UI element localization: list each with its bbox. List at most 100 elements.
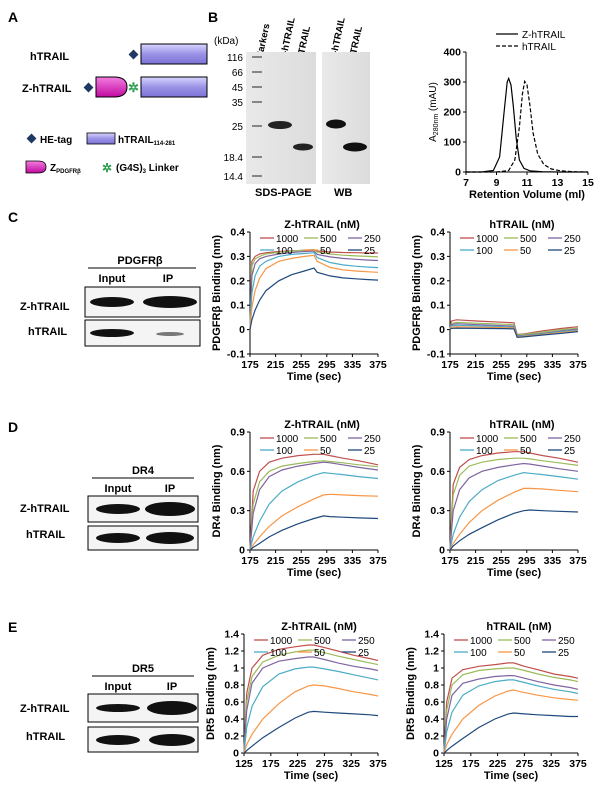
chart-d1: 0 0.3 0.6 0.9 175 215 255 295 335 375 Time (sec) DR… — [211, 419, 387, 579]
panel-letter-d: D — [8, 419, 18, 435]
blot-row1-label: Z-hTRAIL — [20, 503, 70, 515]
wb-band-htrail — [343, 142, 367, 152]
y-tick-label: 0.1 — [230, 300, 245, 312]
y-tick-label: 0.1 — [430, 300, 445, 312]
gel-marker-25: 25 — [232, 122, 244, 133]
legend-linker-icon: ✲ — [102, 161, 112, 175]
legend-label: 250 — [564, 434, 581, 445]
x-tick-label: 175 — [262, 758, 280, 770]
legend-label: 100 — [470, 648, 487, 659]
x-tick-label: 175 — [441, 555, 459, 567]
legend-label: 25 — [564, 446, 576, 457]
series-line-250 — [243, 656, 379, 754]
blot-band-ip — [143, 296, 197, 308]
legend-label: 100 — [270, 648, 287, 659]
y-tick-label: 0 — [433, 748, 439, 760]
x-tick-label: 295 — [318, 359, 336, 371]
y-tick-label: 0 — [439, 545, 445, 557]
series-line-25 — [249, 267, 379, 330]
x-tick-label: 375 — [369, 555, 387, 567]
x-tick-label: 175 — [241, 359, 259, 371]
series-line-1000 — [249, 453, 379, 551]
gel-marker-45: 45 — [232, 83, 244, 94]
blot-band-input — [96, 704, 140, 712]
x-tick-label: 15 — [582, 177, 594, 189]
x-tick-label: 215 — [467, 555, 485, 567]
x-axis-label: Retention Volume (ml) — [469, 189, 585, 201]
legend-z-icon — [25, 160, 47, 174]
sds-page-label: SDS-PAGE — [255, 187, 312, 199]
y-tick-label: 0.3 — [230, 251, 245, 263]
legend-label: 25 — [364, 446, 376, 457]
series-line-500 — [249, 248, 379, 330]
y-tick-label: 0.2 — [430, 275, 445, 287]
legend-label: 25 — [358, 648, 370, 659]
x-tick-label: 7 — [463, 177, 469, 189]
legend-label: 500 — [314, 636, 331, 647]
legend-he-tag-label: HE-tag — [40, 135, 72, 146]
y-tick-label: 0.6 — [224, 697, 239, 709]
series-line-250 — [249, 250, 379, 330]
schematic-htrail-label: hTRAIL — [30, 51, 69, 63]
series-line-50 — [243, 684, 379, 754]
blot-ip-label: IP — [163, 273, 173, 285]
blot-row2-label: hTRAIL — [26, 731, 65, 743]
gel-panel: (kDa) 116 66 45 35 25 18.4 14.4 Markers … — [214, 16, 370, 199]
blot-band-input — [96, 735, 140, 745]
legend-label: 1000 — [270, 636, 293, 647]
chart-c2: -0.1 0 0.1 0.2 0.3 0.4 175 215 255 295 335 375 Time … — [411, 219, 587, 383]
y-tick-label: -0.1 — [427, 349, 445, 361]
legend-label: 50 — [314, 648, 326, 659]
x-tick-label: 255 — [492, 555, 510, 567]
legend-label: 50 — [520, 246, 532, 257]
series-line-100 — [249, 252, 379, 330]
series-line-25 — [449, 509, 579, 551]
x-tick-label: 215 — [267, 359, 285, 371]
marker-ladder — [252, 56, 262, 177]
y-axis-label: PDGFRβ Binding (nm) — [411, 235, 423, 351]
series-line-100 — [443, 679, 579, 754]
y-tick-label: 0.4 — [424, 714, 439, 726]
x-tick-label: 225 — [489, 758, 507, 770]
htrail-domain-box — [140, 43, 208, 65]
x-tick-label: 375 — [569, 359, 587, 371]
blot-receptor-label: DR5 — [132, 663, 154, 675]
schematic-z-htrail-label: Z-hTRAIL — [22, 83, 72, 95]
sds-page-gel — [246, 52, 316, 184]
y-axis-label: DR4 Binding (nm) — [211, 444, 223, 537]
blot-input-label: Input — [105, 681, 132, 693]
legend-label: 25 — [558, 648, 570, 659]
legend-htrail-label: hTRAIL114-281 — [118, 135, 176, 147]
chart-c1: -0.1 0 0.1 0.2 0.3 0.4 175 215 255 295 335 375 Time … — [211, 219, 387, 383]
y-tick-label: 0.9 — [430, 427, 445, 439]
linker-glyph: ✲ — [128, 80, 139, 95]
y-tick-label: 0.3 — [430, 251, 445, 263]
legend-htrail-icon — [86, 132, 116, 145]
x-tick-label: 175 — [462, 758, 480, 770]
y-axis-label-unit: (mAU) — [428, 82, 439, 114]
gel-marker-14-4: 14.4 — [224, 172, 244, 183]
blot-receptor-label: DR4 — [132, 465, 155, 477]
series-line-500 — [249, 460, 379, 551]
y-tick-label: 0.4 — [430, 227, 445, 239]
panel-letter-a: A — [8, 9, 18, 25]
wb-band-z-htrail — [326, 119, 346, 129]
series-line-z-htrail — [466, 76, 588, 173]
legend-label: 250 — [358, 636, 375, 647]
legend-label: 100 — [476, 246, 493, 257]
blot-band-input — [90, 329, 134, 337]
series-line-htrail — [466, 79, 589, 173]
x-tick-label: 255 — [292, 359, 310, 371]
y-tick-label: 0.3 — [230, 505, 245, 517]
y-tick-label: 0 — [439, 324, 445, 336]
series-line-250 — [443, 675, 579, 754]
z-domain-shape — [95, 76, 128, 98]
legend-label: 250 — [364, 234, 381, 245]
y-axis-label-sub: 280nm — [433, 114, 440, 136]
blot-row1-label: Z-hTRAIL — [20, 703, 70, 715]
legend-label: 500 — [520, 234, 537, 245]
series-line-250 — [249, 461, 379, 551]
legend-label: 1000 — [276, 234, 299, 245]
x-tick-label: 325 — [342, 758, 360, 770]
x-tick-label: 215 — [467, 359, 485, 371]
